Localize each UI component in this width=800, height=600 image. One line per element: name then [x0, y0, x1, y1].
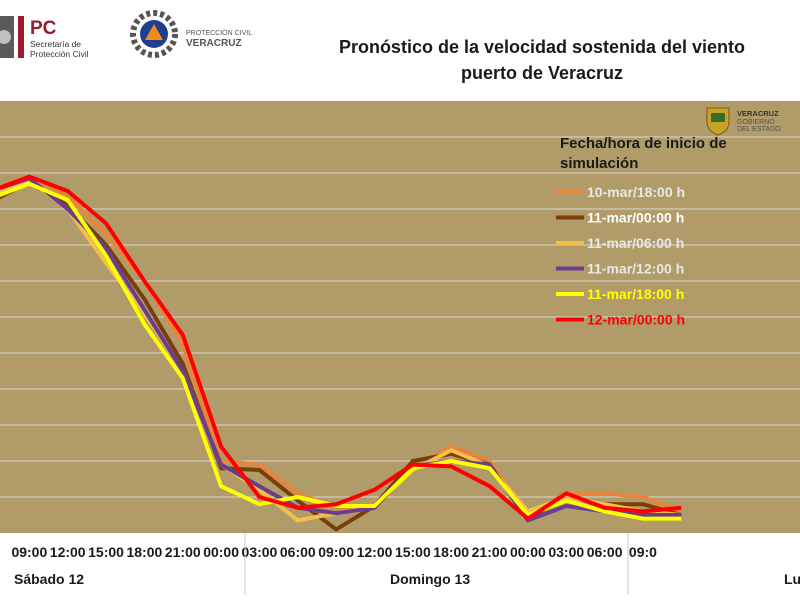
x-tick-label: 21:00 [165, 544, 201, 560]
x-axis-area [0, 533, 800, 600]
legend-label: 12-mar/00:00 h [587, 312, 685, 328]
coat-of-arms-field [711, 113, 725, 122]
x-tick-label: 03:00 [242, 544, 278, 560]
x-tick-label: 00:00 [203, 544, 239, 560]
series-line-4 [0, 176, 682, 523]
seal-emblem [0, 30, 11, 44]
legend-label: 11-mar/06:00 h [587, 235, 684, 251]
veracruz-government-logo: VERACRUZ GOBIERNO DEL ESTADO [706, 107, 781, 136]
pc-abbr: PC [30, 18, 57, 39]
day-label-domingo: Domingo 13 [390, 571, 470, 587]
x-tick-label: 12:00 [357, 544, 393, 560]
pc-line1: Secretaría de [30, 39, 81, 49]
logo-divider [18, 16, 24, 58]
legend-title-line1: Fecha/hora de inicio de [560, 135, 727, 152]
day-label-lunes: Lu [784, 571, 800, 587]
chart-title: Pronóstico de la velocidad sostenida del… [262, 34, 800, 86]
legend-label: 11-mar/18:00 h [587, 286, 684, 302]
x-axis-ticks: 09:00 12:00 15:00 18:00 21:00 00:00 03:00 06:00… [11, 544, 657, 560]
chart-title-line2: puerto de Veracruz [460, 63, 624, 83]
pcv-line1: PROTECCIÓN CIVIL [186, 28, 252, 37]
x-tick-label: 00:00 [510, 544, 546, 560]
x-tick-label: 09:00 [11, 544, 47, 560]
chart-title-line1: Pronóstico de la velocidad sostenida del… [338, 37, 746, 57]
secretaria-proteccion-civil-logo: PC Secretaría de Protección Civil [0, 16, 89, 59]
corner-logo-line3: DEL ESTADO [737, 126, 781, 133]
x-tick-label: 09:0 [629, 544, 657, 560]
x-tick-label: 06:00 [280, 544, 316, 560]
legend-label: 10-mar/18:00 h [587, 184, 685, 200]
x-tick-label: 12:00 [50, 544, 86, 560]
pcv-line2: VERACRUZ [186, 38, 242, 49]
x-tick-label: 21:00 [472, 544, 508, 560]
legend-title-line2: simulación [560, 155, 638, 172]
series-lines [0, 174, 683, 532]
legend: Fecha/hora de inicio de simulación 10-ma… [556, 135, 727, 328]
legend-label: 11-mar/00:00 h [587, 210, 684, 226]
series-line-6 [0, 174, 682, 521]
header: PC Secretaría de Protección Civil PROTEC… [0, 0, 800, 100]
proteccion-civil-veracruz-logo: PROTECCIÓN CIVIL VERACRUZ [130, 10, 252, 58]
x-tick-label: 09:00 [318, 544, 354, 560]
pc-line2: Protección Civil [30, 49, 89, 59]
x-tick-label: 15:00 [88, 544, 124, 560]
x-tick-label: 18:00 [433, 544, 469, 560]
x-tick-label: 15:00 [395, 544, 431, 560]
gridlines [0, 136, 800, 498]
corner-logo-line1: VERACRUZ [737, 109, 779, 118]
x-tick-label: 18:00 [126, 544, 162, 560]
day-label-sabado: Sábado 12 [14, 571, 84, 587]
corner-logo-line2: GOBIERNO [737, 119, 775, 126]
civil-protection-triangle-icon [145, 24, 163, 40]
x-tick-label: 06:00 [587, 544, 623, 560]
legend-label: 11-mar/12:00 h [587, 261, 684, 277]
x-tick-label: 03:00 [548, 544, 584, 560]
